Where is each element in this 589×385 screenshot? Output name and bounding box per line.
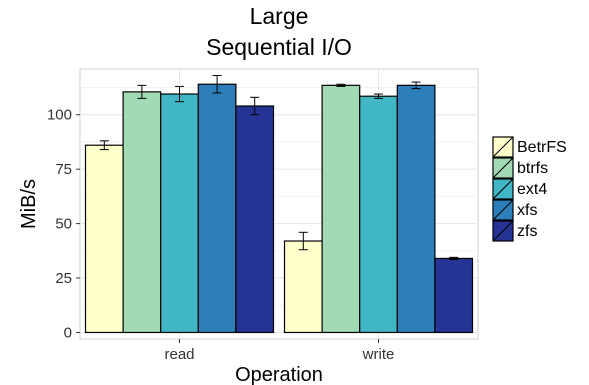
legend-swatch-diagonal xyxy=(492,136,514,158)
y-axis: 0 25 50 75 100 xyxy=(47,107,80,341)
legend-swatch-diagonal xyxy=(492,199,514,221)
bar-betrfs-write xyxy=(283,240,323,334)
bar-ext4-write xyxy=(359,95,398,334)
y-tick-label: 75 xyxy=(55,161,72,178)
bar-xfs-read xyxy=(197,83,237,334)
legend-label-btrfs: btrfs xyxy=(517,160,548,177)
bar-btrfs-write xyxy=(321,84,361,334)
legend-swatch-diagonal xyxy=(492,157,514,179)
legend-label-zfs: zfs xyxy=(517,223,537,240)
y-tick-label: 0 xyxy=(64,324,72,341)
bar-xfs-write xyxy=(396,84,436,334)
legend-swatch-diagonal xyxy=(492,220,514,242)
bar-btrfs-read xyxy=(122,91,162,334)
x-tick-label: read xyxy=(164,346,194,363)
x-axis-title: Operation xyxy=(235,364,323,385)
legend-swatch-diagonal xyxy=(492,178,514,200)
bar-zfs-write xyxy=(434,257,474,334)
legend-label-betrfs: BetrFS xyxy=(517,139,567,156)
bar-zfs-read xyxy=(235,105,275,334)
chart-title-line-1: Large xyxy=(250,3,309,29)
bar-betrfs-read xyxy=(84,144,124,334)
chart-title-line-2: Sequential I/O xyxy=(206,34,352,60)
legend: BetrFS btrfs ext4 xfs zfs xyxy=(492,136,567,242)
y-axis-title: MiB/s xyxy=(18,179,40,229)
x-axis: read write xyxy=(164,339,394,363)
y-tick-label: 50 xyxy=(55,216,72,233)
legend-label-ext4: ext4 xyxy=(517,181,547,198)
x-tick-label: write xyxy=(362,346,395,363)
y-tick-label: 100 xyxy=(47,107,72,124)
y-tick-label: 25 xyxy=(55,270,72,287)
legend-label-xfs: xfs xyxy=(517,202,537,219)
bar-ext4-read xyxy=(160,93,199,334)
bars-layer xyxy=(84,83,474,334)
error-bars-layer xyxy=(99,75,459,261)
